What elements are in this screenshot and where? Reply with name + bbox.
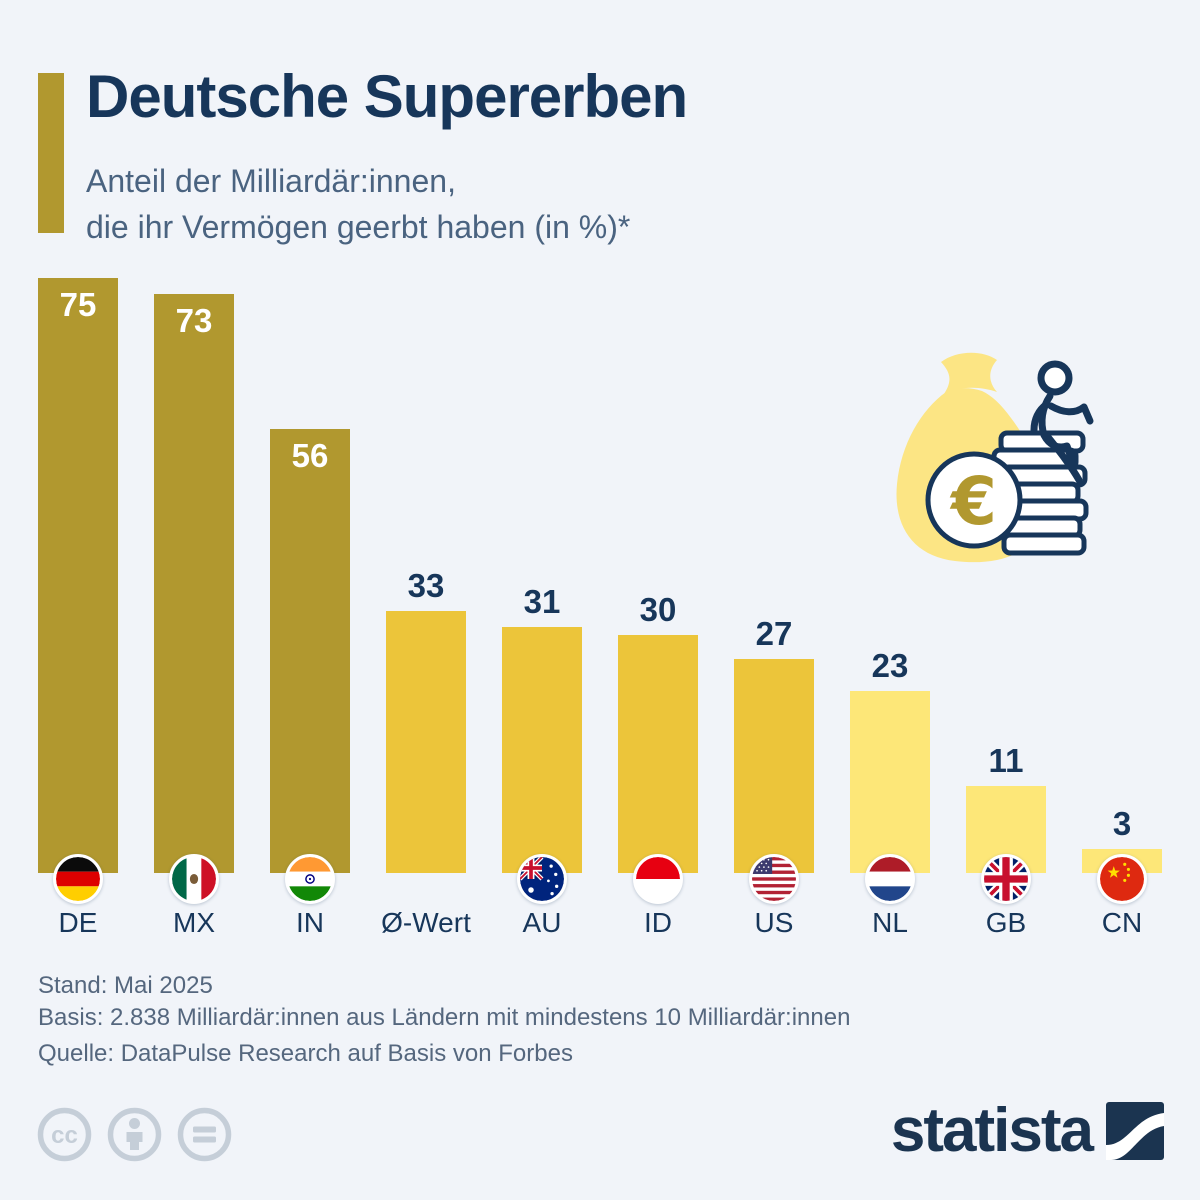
flag-nl-icon bbox=[865, 854, 915, 904]
footnote-basis: Basis: 2.838 Milliardär:innen aus Länder… bbox=[38, 1004, 851, 1031]
statista-wordmark: statista bbox=[890, 1096, 1094, 1165]
category-label: NL bbox=[872, 907, 908, 938]
value-label: 31 bbox=[523, 583, 561, 620]
flag-gb-icon bbox=[981, 854, 1031, 904]
bar-au: 31 bbox=[502, 583, 582, 873]
bar-column--wert: 33 Ø-Wert bbox=[381, 270, 471, 938]
title-accent-bar bbox=[38, 73, 64, 233]
bar-column-mx: 73 MX bbox=[154, 270, 234, 938]
subtitle-line-1: Anteil der Milliardär:innen, bbox=[86, 163, 456, 199]
money-bag-coins-euro-climbing-person-icon: € bbox=[883, 348, 1121, 584]
bar-column-au: 31 AU bbox=[502, 270, 582, 938]
bar-column-in: 56 IN bbox=[270, 270, 350, 938]
category-label: IN bbox=[296, 907, 324, 938]
value-label: 23 bbox=[871, 647, 909, 684]
bar--wert: 33 bbox=[386, 567, 466, 873]
footnote-quelle: Quelle: DataPulse Research auf Basis von… bbox=[38, 1040, 573, 1067]
bar-column-nl: 23 NL bbox=[850, 270, 930, 938]
flag-au-icon bbox=[517, 854, 567, 904]
bar-us: 27 bbox=[734, 615, 814, 873]
value-label: 33 bbox=[407, 567, 445, 604]
euro-coin-icon: € bbox=[925, 451, 1023, 549]
bar-column-gb: 11 GB bbox=[966, 270, 1046, 938]
svg-text:€: € bbox=[949, 463, 997, 540]
flag-cn-icon bbox=[1097, 854, 1147, 904]
footnote-stand: Stand: Mai 2025 bbox=[38, 972, 213, 999]
equals-icon bbox=[177, 1107, 232, 1162]
value-label: 56 bbox=[291, 437, 329, 474]
chart-subtitle: Anteil der Milliardär:innen, die ihr Ver… bbox=[86, 158, 630, 250]
bar-column-de: 75 DE bbox=[38, 270, 118, 938]
value-label: 30 bbox=[639, 591, 677, 628]
bar-in: 56 bbox=[270, 429, 350, 873]
category-label: US bbox=[754, 907, 794, 938]
svg-text:cc: cc bbox=[51, 1122, 78, 1149]
license-icons: cc bbox=[36, 1106, 233, 1163]
bar-column-id: 30 ID bbox=[618, 270, 698, 938]
value-label: 27 bbox=[755, 615, 793, 652]
category-label: DE bbox=[58, 907, 98, 938]
attribution-person-icon bbox=[107, 1107, 162, 1162]
bar-mx: 73 bbox=[154, 294, 234, 873]
climbing-person-icon bbox=[1030, 360, 1094, 484]
bar-id: 30 bbox=[618, 591, 698, 873]
flag-mx-icon bbox=[169, 854, 219, 904]
bar-de: 75 bbox=[38, 278, 118, 873]
subtitle-line-2: die ihr Vermögen geerbt haben (in %)* bbox=[86, 209, 631, 245]
flag-us-icon bbox=[749, 854, 799, 904]
bar-column-cn: 3 CN bbox=[1082, 270, 1162, 938]
flag-id-icon bbox=[633, 854, 683, 904]
value-label: 3 bbox=[1112, 805, 1132, 842]
flag-in-icon bbox=[285, 854, 335, 904]
bar-column-us: 27 US bbox=[734, 270, 814, 938]
category-label: MX bbox=[173, 907, 215, 938]
category-label: Ø-Wert bbox=[381, 907, 471, 938]
flag-de-icon bbox=[53, 854, 103, 904]
bar-nl: 23 bbox=[850, 647, 930, 873]
statista-logo: statista bbox=[891, 1100, 1164, 1162]
value-label: 75 bbox=[59, 286, 97, 323]
value-label: 11 bbox=[988, 742, 1024, 779]
statista-logo-icon bbox=[1106, 1102, 1164, 1160]
value-label: 73 bbox=[175, 302, 213, 339]
cc-icon: cc bbox=[37, 1107, 92, 1162]
category-label: AU bbox=[522, 907, 562, 938]
category-label: CN bbox=[1101, 907, 1143, 938]
category-label: ID bbox=[644, 907, 672, 938]
page-title: Deutsche Supererben bbox=[86, 63, 688, 130]
bar-chart: 75 DE 73 MX 56 IN 33 Ø-Wert 31 AU 30 ID 27 US 23 NL 11 … bbox=[38, 270, 1162, 938]
category-label: GB bbox=[985, 907, 1027, 938]
